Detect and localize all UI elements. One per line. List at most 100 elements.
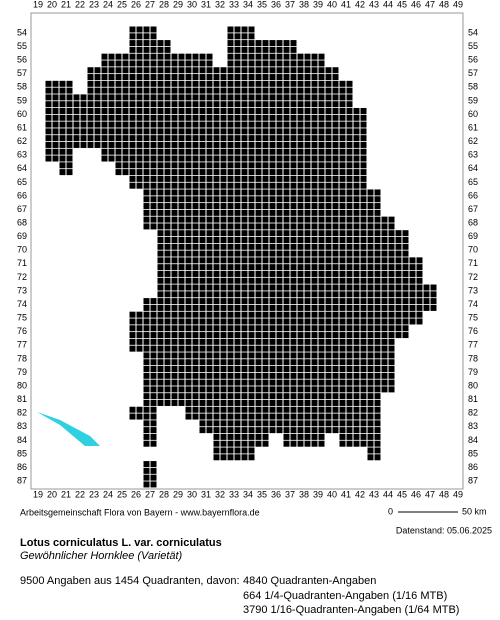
occurrence-square <box>262 162 269 169</box>
occurrence-square <box>395 298 402 305</box>
occurrence-square <box>199 155 206 162</box>
occurrence-square <box>199 250 206 257</box>
occurrence-square <box>234 284 241 291</box>
occurrence-square <box>241 379 248 386</box>
occurrence-square <box>185 345 192 352</box>
occurrence-square <box>171 270 178 277</box>
occurrence-square <box>59 121 66 128</box>
occurrence-square <box>234 169 241 176</box>
occurrence-square <box>269 216 276 223</box>
occurrence-square <box>262 135 269 142</box>
occurrence-square <box>353 318 360 325</box>
occurrence-square <box>213 345 220 352</box>
occurrence-square <box>185 114 192 121</box>
occurrence-square <box>381 332 388 339</box>
occurrence-square <box>325 182 332 189</box>
occurrence-square <box>283 141 290 148</box>
occurrence-square <box>353 196 360 203</box>
occurrence-square <box>255 182 262 189</box>
occurrence-square <box>199 284 206 291</box>
occurrence-square <box>213 128 220 135</box>
occurrence-square <box>220 230 227 237</box>
column-label: 19 <box>33 0 43 9</box>
occurrence-square <box>276 304 283 311</box>
occurrence-square <box>73 101 80 108</box>
occurrence-square <box>234 60 241 67</box>
occurrence-square <box>199 393 206 400</box>
occurrence-square <box>157 257 164 264</box>
occurrence-square <box>192 128 199 135</box>
occurrence-square <box>318 291 325 298</box>
occurrence-square <box>283 169 290 176</box>
occurrence-square <box>220 284 227 291</box>
column-label: 41 <box>341 0 351 9</box>
occurrence-square <box>325 223 332 230</box>
occurrence-square <box>143 427 150 434</box>
row-label: 59 <box>17 95 27 105</box>
occurrence-square <box>234 406 241 413</box>
occurrence-square <box>332 399 339 406</box>
occurrence-square <box>185 67 192 74</box>
occurrence-square <box>227 332 234 339</box>
occurrence-square <box>248 264 255 271</box>
occurrence-square <box>381 243 388 250</box>
occurrence-square <box>325 277 332 284</box>
occurrence-square <box>45 148 52 155</box>
occurrence-square <box>269 128 276 135</box>
occurrence-square <box>171 243 178 250</box>
occurrence-square <box>290 121 297 128</box>
occurrence-square <box>178 366 185 372</box>
occurrence-square <box>178 250 185 257</box>
occurrence-square <box>304 243 311 250</box>
occurrence-square <box>269 175 276 182</box>
occurrence-square <box>374 216 381 223</box>
occurrence-square <box>192 74 199 81</box>
column-label: 24 <box>103 0 113 9</box>
occurrence-square <box>199 94 206 101</box>
occurrence-square <box>52 135 59 142</box>
occurrence-square <box>332 74 339 81</box>
occurrence-square <box>150 399 157 406</box>
occurrence-square <box>304 399 311 406</box>
occurrence-square <box>199 311 206 318</box>
occurrence-square <box>367 196 374 203</box>
occurrence-square <box>248 33 255 40</box>
occurrence-square <box>325 413 332 420</box>
occurrence-square <box>157 216 164 223</box>
occurrence-square <box>248 203 255 210</box>
occurrence-square <box>339 359 346 366</box>
occurrence-square <box>395 270 402 277</box>
occurrence-square <box>318 318 325 325</box>
occurrence-square <box>150 372 157 379</box>
occurrence-square <box>269 141 276 148</box>
occurrence-square <box>108 60 115 67</box>
occurrence-square <box>143 26 150 33</box>
occurrence-square <box>157 352 164 359</box>
occurrence-square <box>52 148 59 155</box>
occurrence-square <box>262 121 269 128</box>
occurrence-square <box>66 101 73 108</box>
occurrence-square <box>143 467 150 474</box>
row-label: 76 <box>468 326 478 336</box>
occurrence-square <box>269 270 276 277</box>
occurrence-square <box>430 291 437 298</box>
occurrence-square <box>234 209 241 216</box>
occurrence-square <box>206 155 213 162</box>
occurrence-square <box>108 114 115 121</box>
occurrence-square <box>262 379 269 386</box>
occurrence-square <box>290 413 297 420</box>
occurrence-square <box>283 284 290 291</box>
occurrence-square <box>276 114 283 121</box>
occurrence-square <box>339 243 346 250</box>
occurrence-square <box>129 162 136 169</box>
occurrence-square <box>59 141 66 148</box>
occurrence-square <box>157 148 164 155</box>
occurrence-square <box>206 379 213 386</box>
occurrence-square <box>241 399 248 406</box>
occurrence-square <box>192 250 199 257</box>
occurrence-square <box>185 175 192 182</box>
occurrence-square <box>325 155 332 162</box>
row-label: 84 <box>17 435 27 445</box>
occurrence-square <box>353 270 360 277</box>
occurrence-square <box>129 60 136 67</box>
